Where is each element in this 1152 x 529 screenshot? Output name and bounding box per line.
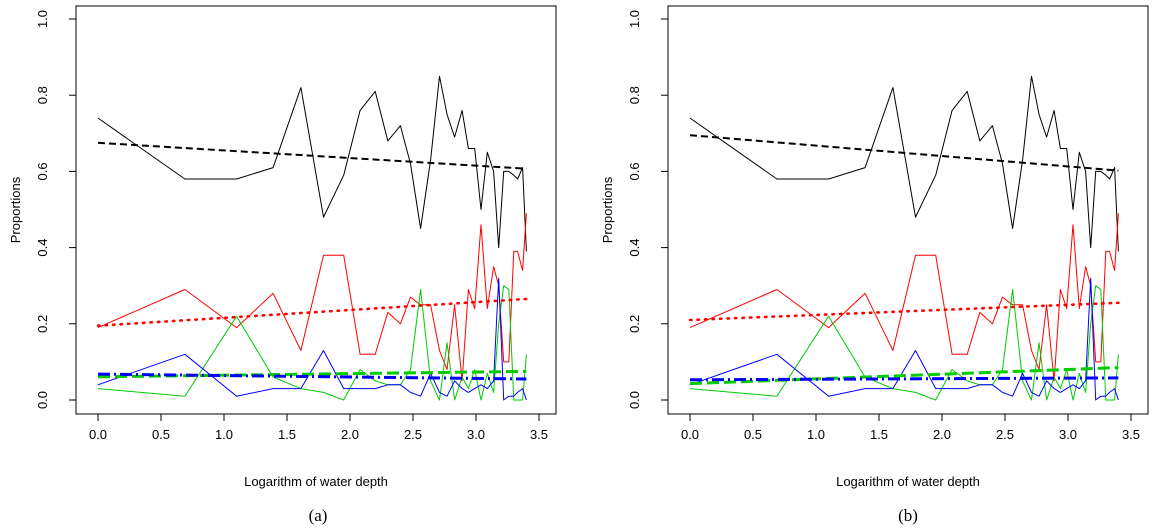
y-tick-label: 0.8 xyxy=(35,86,50,104)
x-tick-label: 0.0 xyxy=(681,427,699,442)
x-tick-label: 0.5 xyxy=(152,427,170,442)
plot-frame xyxy=(75,5,557,415)
chart-panel-a: 0.0 0.5 1.0 1.5 2.0 2.5 3.0 3.5 0.0 0.2 0.4 0.6 0.8 1… xyxy=(8,5,557,525)
trend-line-7 xyxy=(689,376,1119,382)
y-tick-label: 0.4 xyxy=(35,239,50,257)
y-axis-label: Proportions xyxy=(8,176,23,243)
x-tick-label: 1.0 xyxy=(807,427,825,442)
x-tick-label: 0.5 xyxy=(744,427,762,442)
data-line-1 xyxy=(97,213,527,382)
data-line-0 xyxy=(97,75,527,252)
x-axis-label: Logarithm of water depth xyxy=(836,474,980,489)
x-tick-label: 3.5 xyxy=(1122,427,1140,442)
trend-line-4 xyxy=(97,141,527,170)
chart-panel-b: 0.0 0.5 1.0 1.5 2.0 2.5 3.0 3.5 0.0 0.2 0.4 0.6 0.8 1… xyxy=(600,5,1149,525)
plot-frame xyxy=(667,5,1149,415)
data-line-1 xyxy=(689,213,1119,382)
x-tick-label: 1.5 xyxy=(870,427,888,442)
y-tick-label: 0.6 xyxy=(35,162,50,180)
y-tick-label: 0.0 xyxy=(627,391,642,409)
y-axis-label: Proportions xyxy=(600,176,615,243)
y-tick-label: 0.2 xyxy=(35,315,50,333)
x-axis-label: Logarithm of water depth xyxy=(244,474,388,489)
panel-caption: (a) xyxy=(309,506,328,525)
data-line-0 xyxy=(689,75,1119,252)
data-line-3 xyxy=(97,277,527,401)
y-tick-label: 0.2 xyxy=(627,315,642,333)
y-tick-label: 0.6 xyxy=(627,162,642,180)
trend-line-5 xyxy=(688,301,1120,322)
data-line-3 xyxy=(689,277,1119,401)
trend-line-7 xyxy=(97,372,527,381)
x-tick-label: 2.0 xyxy=(933,427,951,442)
x-tick-label: 0.0 xyxy=(89,427,107,442)
x-tick-label: 1.0 xyxy=(215,427,233,442)
trend-line-4 xyxy=(689,134,1119,172)
x-tick-label: 2.0 xyxy=(341,427,359,442)
x-tick-label: 3.0 xyxy=(467,427,485,442)
x-tick-label: 3.5 xyxy=(530,427,548,442)
x-tick-label: 3.0 xyxy=(1059,427,1077,442)
y-tick-label: 0.0 xyxy=(35,391,50,409)
x-tick-label: 2.5 xyxy=(404,427,422,442)
y-tick-label: 0.8 xyxy=(627,86,642,104)
y-tick-label: 1.0 xyxy=(627,10,642,28)
x-tick-label: 2.5 xyxy=(996,427,1014,442)
y-tick-label: 1.0 xyxy=(35,10,50,28)
panel-caption: (b) xyxy=(898,506,918,525)
y-tick-label: 0.4 xyxy=(627,239,642,257)
x-tick-label: 1.5 xyxy=(278,427,296,442)
